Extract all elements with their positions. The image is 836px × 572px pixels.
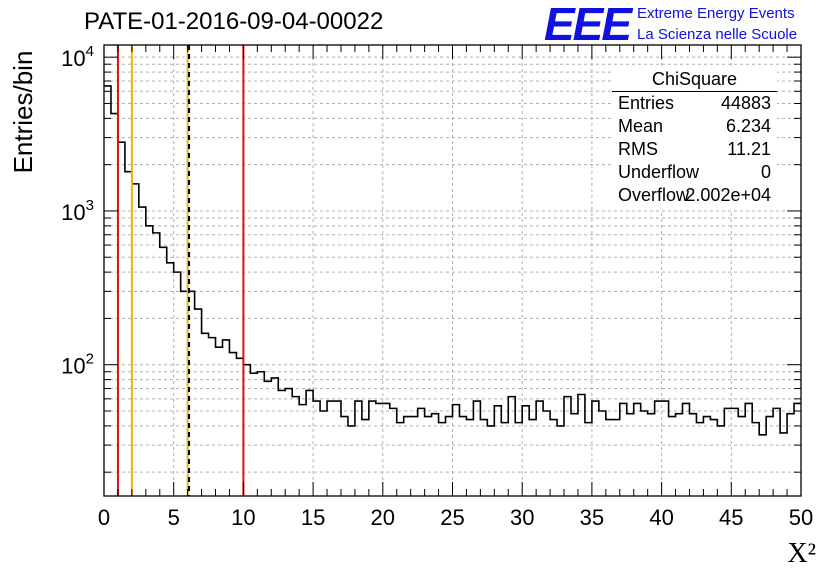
stats-row-rms: RMS 11.21 [618, 139, 771, 162]
stats-label: Overflow [618, 185, 690, 205]
stats-label: Mean [618, 116, 664, 136]
stats-value: 6.234 [725, 116, 771, 136]
chart-title: PATE-01-2016-09-04-00022 [84, 8, 384, 35]
x-tick-label: 45 [719, 505, 743, 530]
threshold-lines [116, 45, 245, 496]
stats-label: Underflow [618, 162, 700, 182]
histogram-outline [104, 85, 801, 436]
stats-label: Entries [618, 93, 675, 113]
stats-row-entries: Entries 44883 [618, 93, 771, 116]
x-tick-label: 0 [98, 505, 110, 530]
axis-ticks: 0 5 10 15 20 25 30 35 40 45 50 102 103 104 [61, 43, 813, 530]
x-tick-label: 30 [510, 505, 534, 530]
x-tick-label: 50 [789, 505, 813, 530]
y-tick-label: 102 [61, 351, 94, 379]
stats-value: 0 [760, 162, 771, 182]
x-tick-label: 25 [440, 505, 464, 530]
stats-row-underflow: Underflow 0 [618, 162, 771, 185]
x-tick-label: 10 [231, 505, 255, 530]
stats-value: 2.002e+04 [685, 185, 771, 205]
x-axis-label: X² [787, 538, 816, 569]
stats-value: 11.21 [727, 139, 771, 159]
stats-value: 44883 [720, 93, 771, 113]
y-axis-label: Entries/bin [8, 51, 38, 174]
x-tick-label: 35 [580, 505, 604, 530]
x-tick-label: 15 [301, 505, 325, 530]
eee-logo: EEE Extreme Energy Events La Scienza nel… [544, 0, 798, 50]
histogram-bars [104, 85, 801, 436]
x-tick-label: 40 [649, 505, 673, 530]
stats-box: ChiSquare Entries 44883 Mean 6.234 RMS 1… [612, 67, 777, 210]
stats-row-mean: Mean 6.234 [618, 116, 771, 139]
grid-lines [104, 45, 801, 496]
x-tick-label: 5 [168, 505, 180, 530]
y-tick-label: 104 [61, 43, 94, 71]
stats-label: RMS [618, 139, 658, 159]
stats-title: ChiSquare [651, 69, 738, 89]
logo-line-2: La Scienza nelle Scuole [637, 26, 798, 43]
stats-divider [612, 91, 777, 92]
y-tick-label: 103 [61, 197, 94, 225]
x-tick-label: 20 [371, 505, 395, 530]
logo-line-1: Extreme Energy Events [637, 5, 795, 22]
stats-row-overflow: Overflow 2.002e+04 [618, 185, 771, 208]
eee-logo-mark: EEE [544, 0, 632, 50]
